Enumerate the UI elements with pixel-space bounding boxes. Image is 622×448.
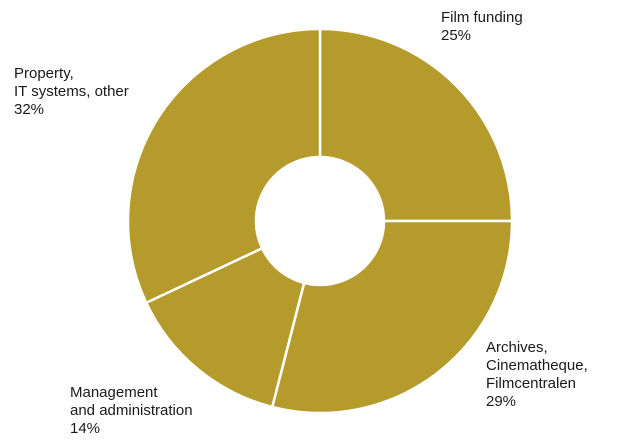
slice-label-line-archives-cinematheque-filmcentralen: Filmcentralen [486, 375, 576, 392]
slice-label-line-management-and-administration: Management [70, 384, 158, 401]
slice-property-it-systems-other [126, 27, 322, 305]
slice-label-line-archives-cinematheque-filmcentralen: Archives, [486, 339, 548, 356]
slice-label-line-property-it-systems-other: Property, [14, 65, 74, 82]
slice-label-line-management-and-administration: and administration [70, 402, 193, 419]
slice-archives-cinematheque-filmcentralen [270, 219, 514, 415]
labels-layer: Film funding25%Archives,Cinematheque,Fil… [14, 9, 588, 437]
slice-value-archives-cinematheque-filmcentralen: 29% [486, 393, 516, 410]
slice-management-and-administration [144, 246, 306, 409]
slice-value-property-it-systems-other: 32% [14, 101, 44, 118]
slice-label-line-archives-cinematheque-filmcentralen: Cinematheque, [486, 357, 588, 374]
slice-value-film-funding: 25% [441, 27, 471, 44]
slice-film-funding [318, 27, 514, 223]
slice-label-line-property-it-systems-other: IT systems, other [14, 83, 129, 100]
slice-value-management-and-administration: 14% [70, 420, 100, 437]
slice-label-line-film-funding: Film funding [441, 9, 523, 26]
slices-layer [126, 27, 514, 415]
